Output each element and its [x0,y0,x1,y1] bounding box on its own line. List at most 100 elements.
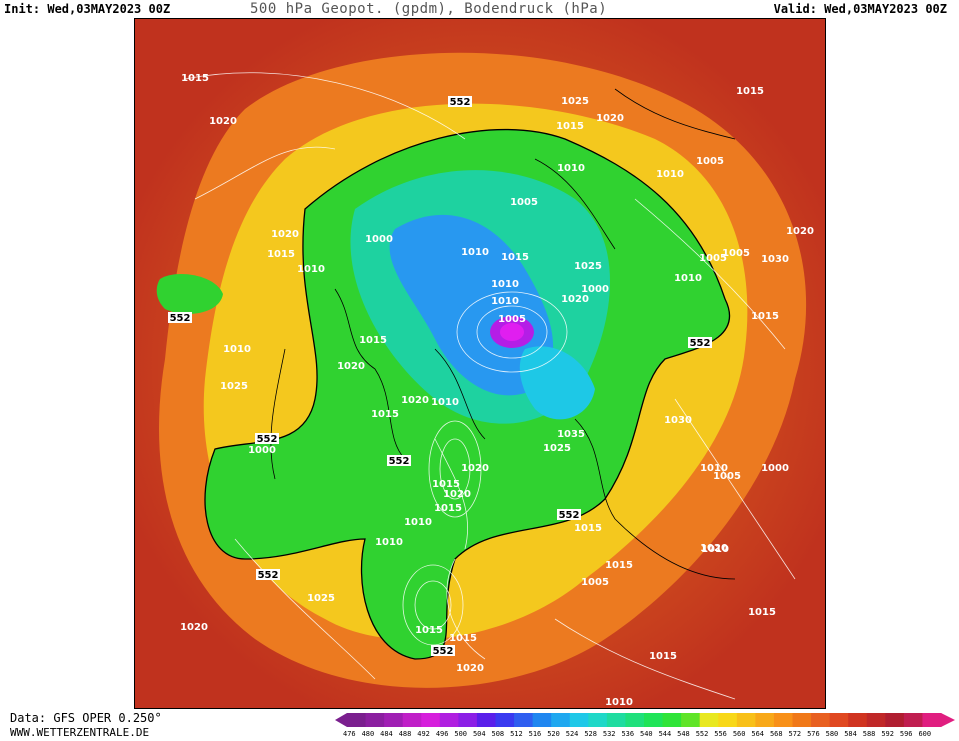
scale-tick-label: 560 [732,730,746,738]
contour-552 [204,128,731,660]
isobar-pressure-label: 1020 [209,116,237,127]
isobar-pressure-label: 1005 [713,471,741,482]
isobar-pressure-label: 1015 [267,249,295,260]
color-scale: 476 480 484 488 492 496 500 504 508 512 516 520 524 5… [335,712,957,741]
contour-552-text: 552 [258,570,279,581]
isobar-pressure-label: 1005 [722,248,750,259]
scale-swatch [718,713,738,727]
isobar-pressure-label: 1025 [574,261,602,272]
scale-tick-label: 540 [640,730,653,738]
scale-tick-label: 552 [695,730,709,738]
isobar-pressure-label: 1015 [371,409,399,420]
isobar-pressure-label: 1010 [404,517,432,528]
isobar-pressure-label: 1020 [456,663,484,674]
isobar-pressure-label: 1010 [461,247,489,258]
scale-tick-label: 508 [491,730,505,738]
scale-tick-label: 480 [361,730,375,738]
scale-swatch [866,713,886,727]
contour-552-text: 552 [559,510,580,521]
scale-tick-label: 520 [547,730,560,738]
isobar-pressure-label: 1010 [297,264,325,275]
scale-arrow-right [941,713,955,727]
isobar-pressure-label: 1010 [223,344,251,355]
scale-tick-label: 572 [788,730,802,738]
isobar-pressure-label: 1025 [543,443,571,454]
website-label: WWW.WETTERZENTRALE.DE [10,726,150,739]
contour-552-text: 552 [690,338,711,349]
contour-552-label: 552 [557,509,581,521]
isobar-pressure-label: 1000 [248,445,276,456]
contour-552-label: 552 [168,312,192,324]
scale-swatch [829,713,849,727]
isobar-pressure-label: 1010 [491,296,519,307]
isobar-pressure-label: 1020 [337,361,365,372]
scale-swatch [588,713,608,727]
isobar-pressure-label: 1020 [180,622,208,633]
scale-tick-label: 584 [844,730,857,738]
scale-swatch [736,713,756,727]
init-time-label: Init: Wed,03MAY2023 00Z [4,2,171,16]
isobar-pressure-label: 1000 [581,284,609,295]
isobar-pressure-label: 1010 [431,397,459,408]
scale-tick-label: 596 [899,730,913,738]
isobar-pressure-label: 1015 [556,121,584,132]
scale-swatch [644,713,664,727]
contour-552-label: 552 [431,645,455,657]
isobar-pressure-label: 1010 [674,273,702,284]
scale-swatch [421,713,441,727]
isobar-pressure-label: 1015 [181,73,209,84]
contour-552-text: 552 [257,434,278,445]
isobar-pressure-label: 1010 [491,279,519,290]
isobar-pressure-label: 1035 [557,429,585,440]
isobar-pressure-label: 1020 [461,463,489,474]
contour-552-label: 552 [448,96,472,108]
valid-time-label: Valid: Wed,03MAY2023 00Z [773,2,947,16]
scale-tick-label: 512 [510,730,523,738]
isobar-pressure-label: 1015 [434,503,462,514]
isobar-pressure-label: 1030 [664,415,692,426]
scale-tick-label: 536 [621,730,635,738]
isobar-pressure-label: 1005 [498,314,526,325]
scale-tick-label: 592 [881,730,894,738]
weather-map: 552 552 552 552 552 552 552 552 1015 1020 1025 1015… [134,18,826,709]
scale-swatch [811,713,831,727]
scale-swatch [458,713,478,727]
scale-tick-label: 580 [825,730,839,738]
isobar-pressure-label: 1020 [700,543,728,554]
scale-tick-label: 504 [472,730,486,738]
scale-tick-label: 476 [343,730,356,738]
scale-swatch [848,713,868,727]
scale-tick-label: 492 [417,730,430,738]
scale-swatch [514,713,534,727]
scale-tick-label: 544 [658,730,672,738]
map-title: 500 hPa Geopot. (gpdm), Bodendruck (hPa) [250,1,608,17]
isobar-pressure-label: 1020 [443,489,471,500]
scale-arrow-left [335,713,347,727]
isobar-pressure-label: 1010 [701,544,729,555]
contour-552-label: 552 [688,337,712,349]
lightblue-region [519,346,595,420]
isobar-pressure-label: 1010 [656,169,684,180]
scale-swatch [365,713,385,727]
scale-tick-label: 484 [380,730,393,738]
isobar-pressure-label: 1025 [561,96,589,107]
scale-swatch [569,713,589,727]
isobar-pressure-label: 1020 [561,294,589,305]
isobar-pressure-label: 1015 [649,651,677,662]
scale-swatch [625,713,645,727]
contour-552-text: 552 [170,313,191,324]
isobar-pressure-label: 1015 [449,633,477,644]
contour-552-label: 552 [256,569,280,581]
isobar-pressure-label: 1025 [220,381,248,392]
scale-swatch [885,713,905,727]
isobar-pressure-label: 1015 [432,479,460,490]
scale-tick-label: 500 [454,730,468,738]
scale-tick-label: 600 [918,730,932,738]
scale-swatch [792,713,812,727]
isobar-lines [184,72,796,700]
isobar-pressure-label: 1025 [307,593,335,604]
scale-swatch [922,713,942,727]
scale-swatch [402,713,422,727]
scale-swatch [606,713,626,727]
scale-swatch [551,713,571,727]
